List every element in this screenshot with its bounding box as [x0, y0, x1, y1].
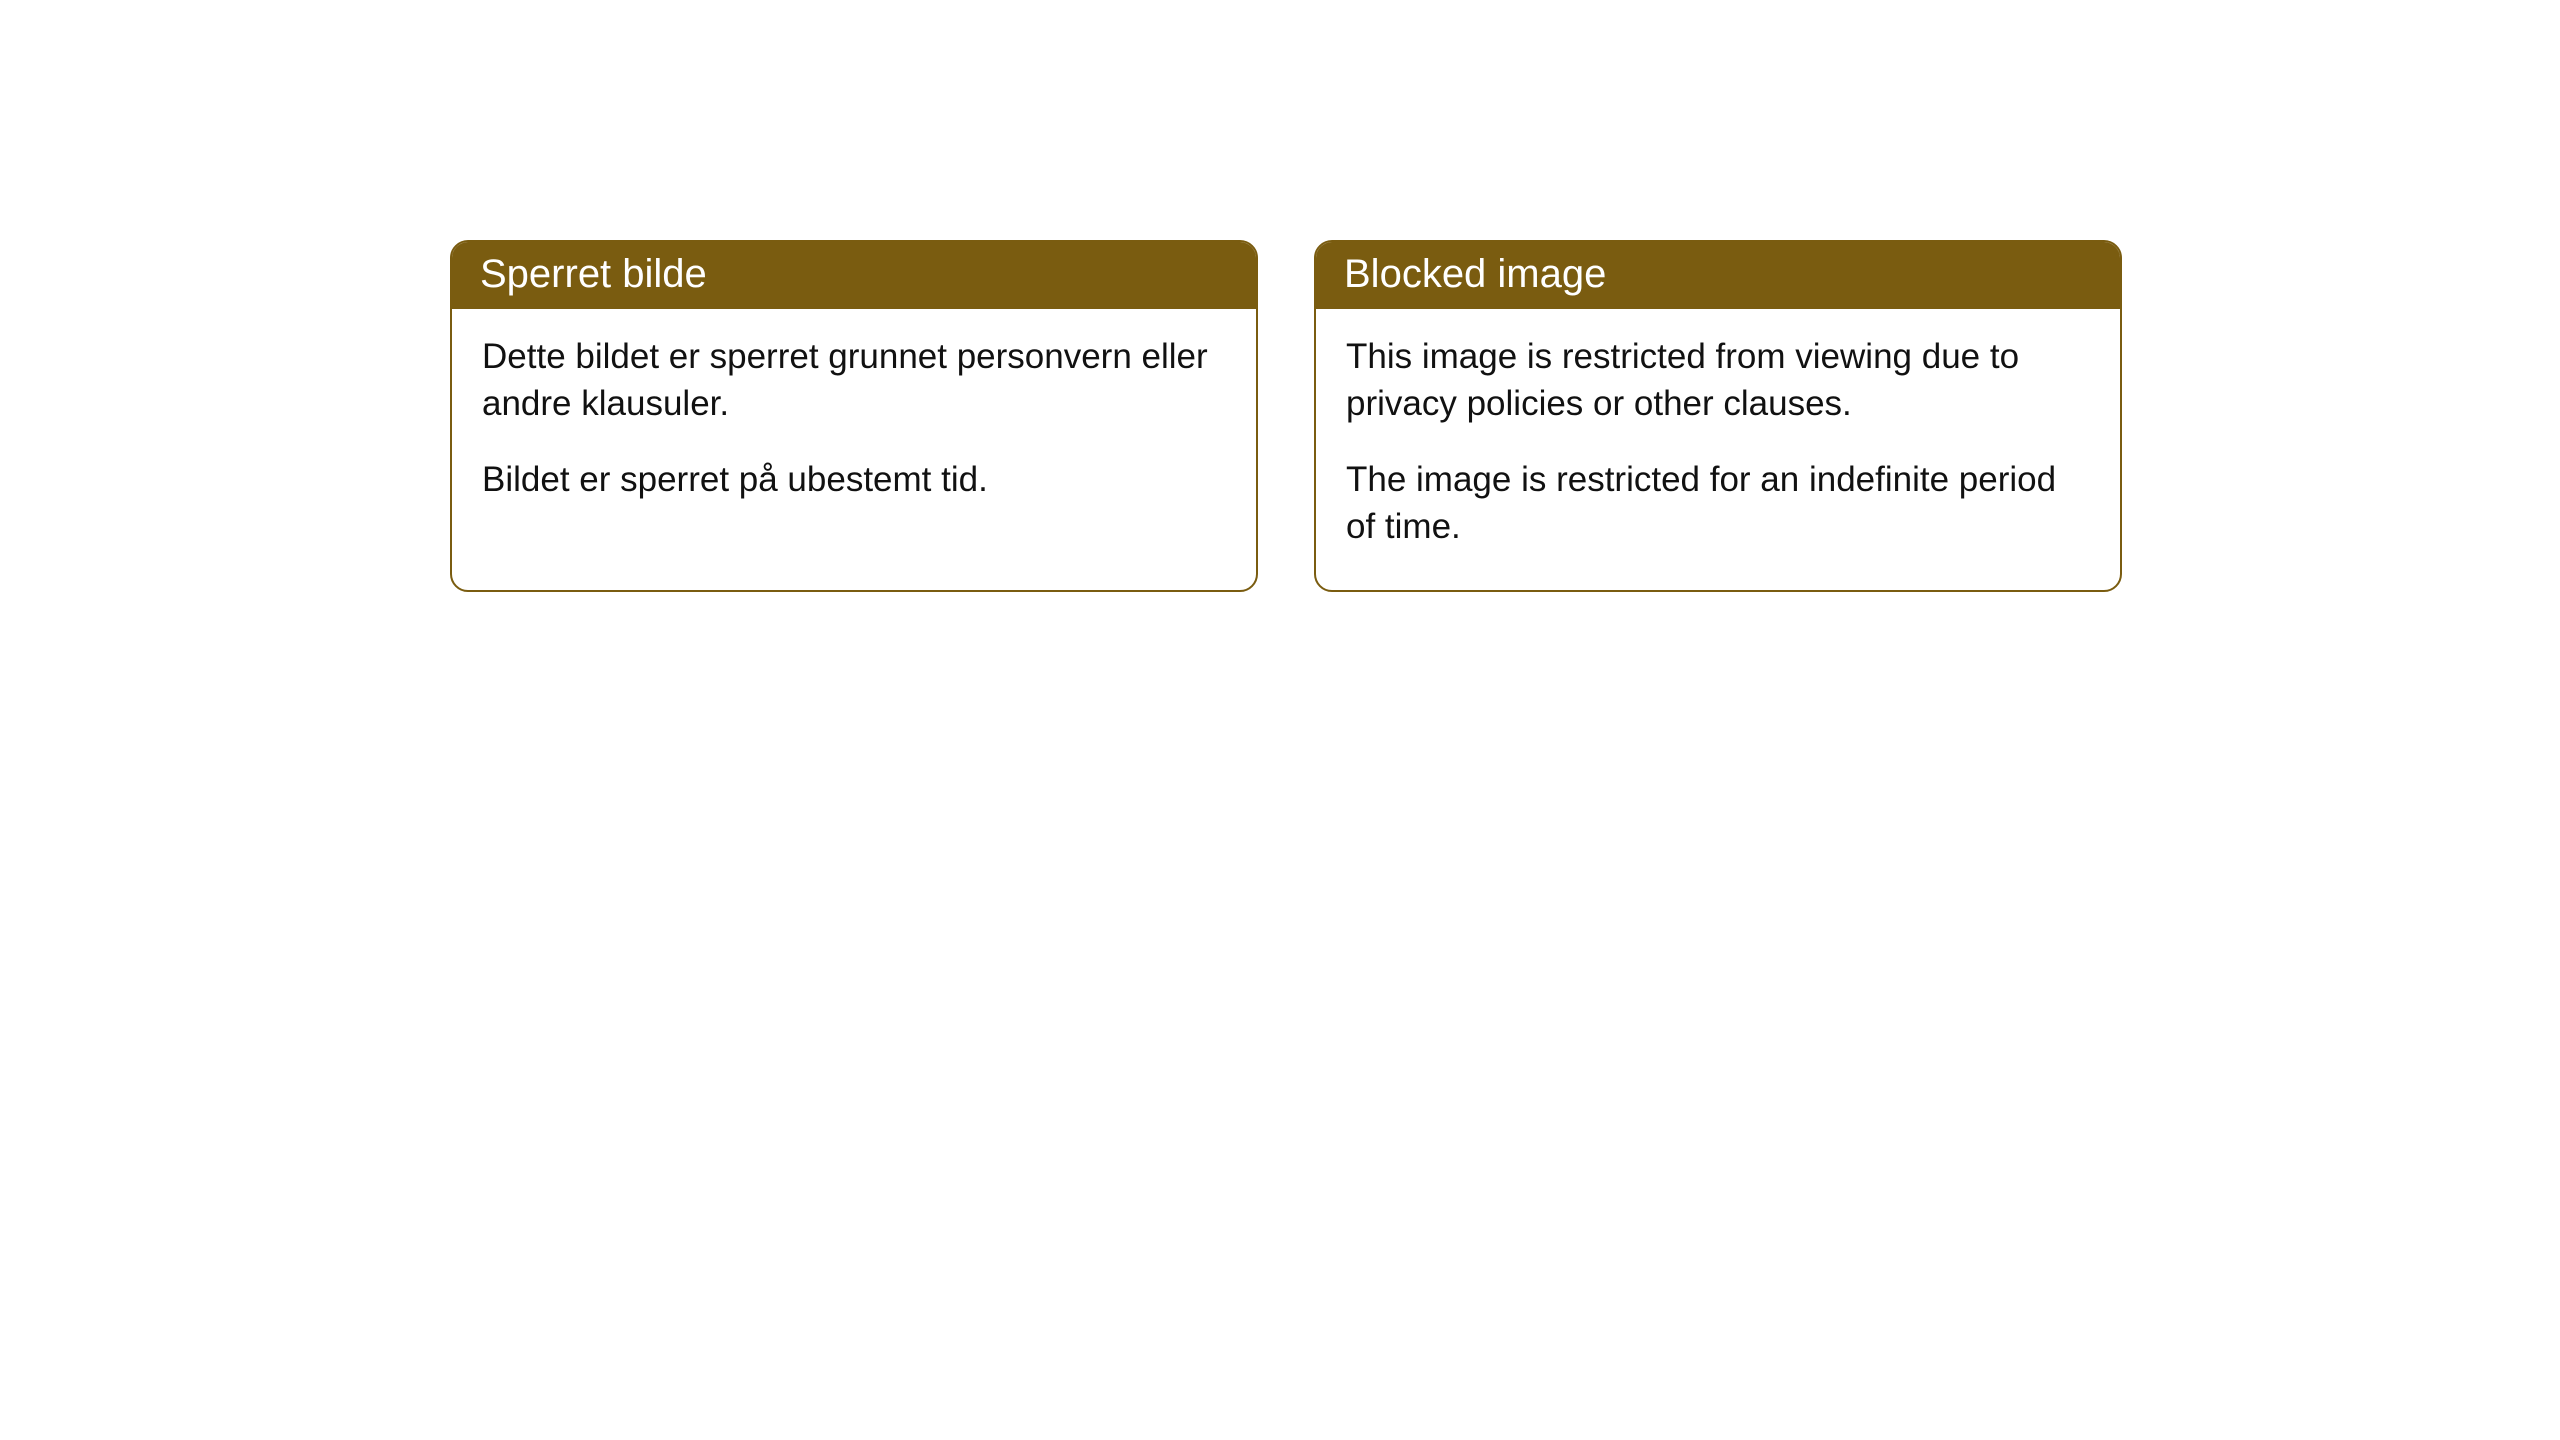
card-header-no: Sperret bilde — [452, 242, 1256, 309]
card-paragraph-no-1: Dette bildet er sperret grunnet personve… — [482, 333, 1226, 428]
card-body-en: This image is restricted from viewing du… — [1316, 309, 2120, 590]
card-paragraph-en-2: The image is restricted for an indefinit… — [1346, 456, 2090, 551]
card-paragraph-no-2: Bildet er sperret på ubestemt tid. — [482, 456, 1226, 503]
card-paragraph-en-1: This image is restricted from viewing du… — [1346, 333, 2090, 428]
notice-cards-container: Sperret bilde Dette bildet er sperret gr… — [450, 240, 2122, 592]
card-body-no: Dette bildet er sperret grunnet personve… — [452, 309, 1256, 543]
blocked-image-card-en: Blocked image This image is restricted f… — [1314, 240, 2122, 592]
blocked-image-card-no: Sperret bilde Dette bildet er sperret gr… — [450, 240, 1258, 592]
card-header-en: Blocked image — [1316, 242, 2120, 309]
